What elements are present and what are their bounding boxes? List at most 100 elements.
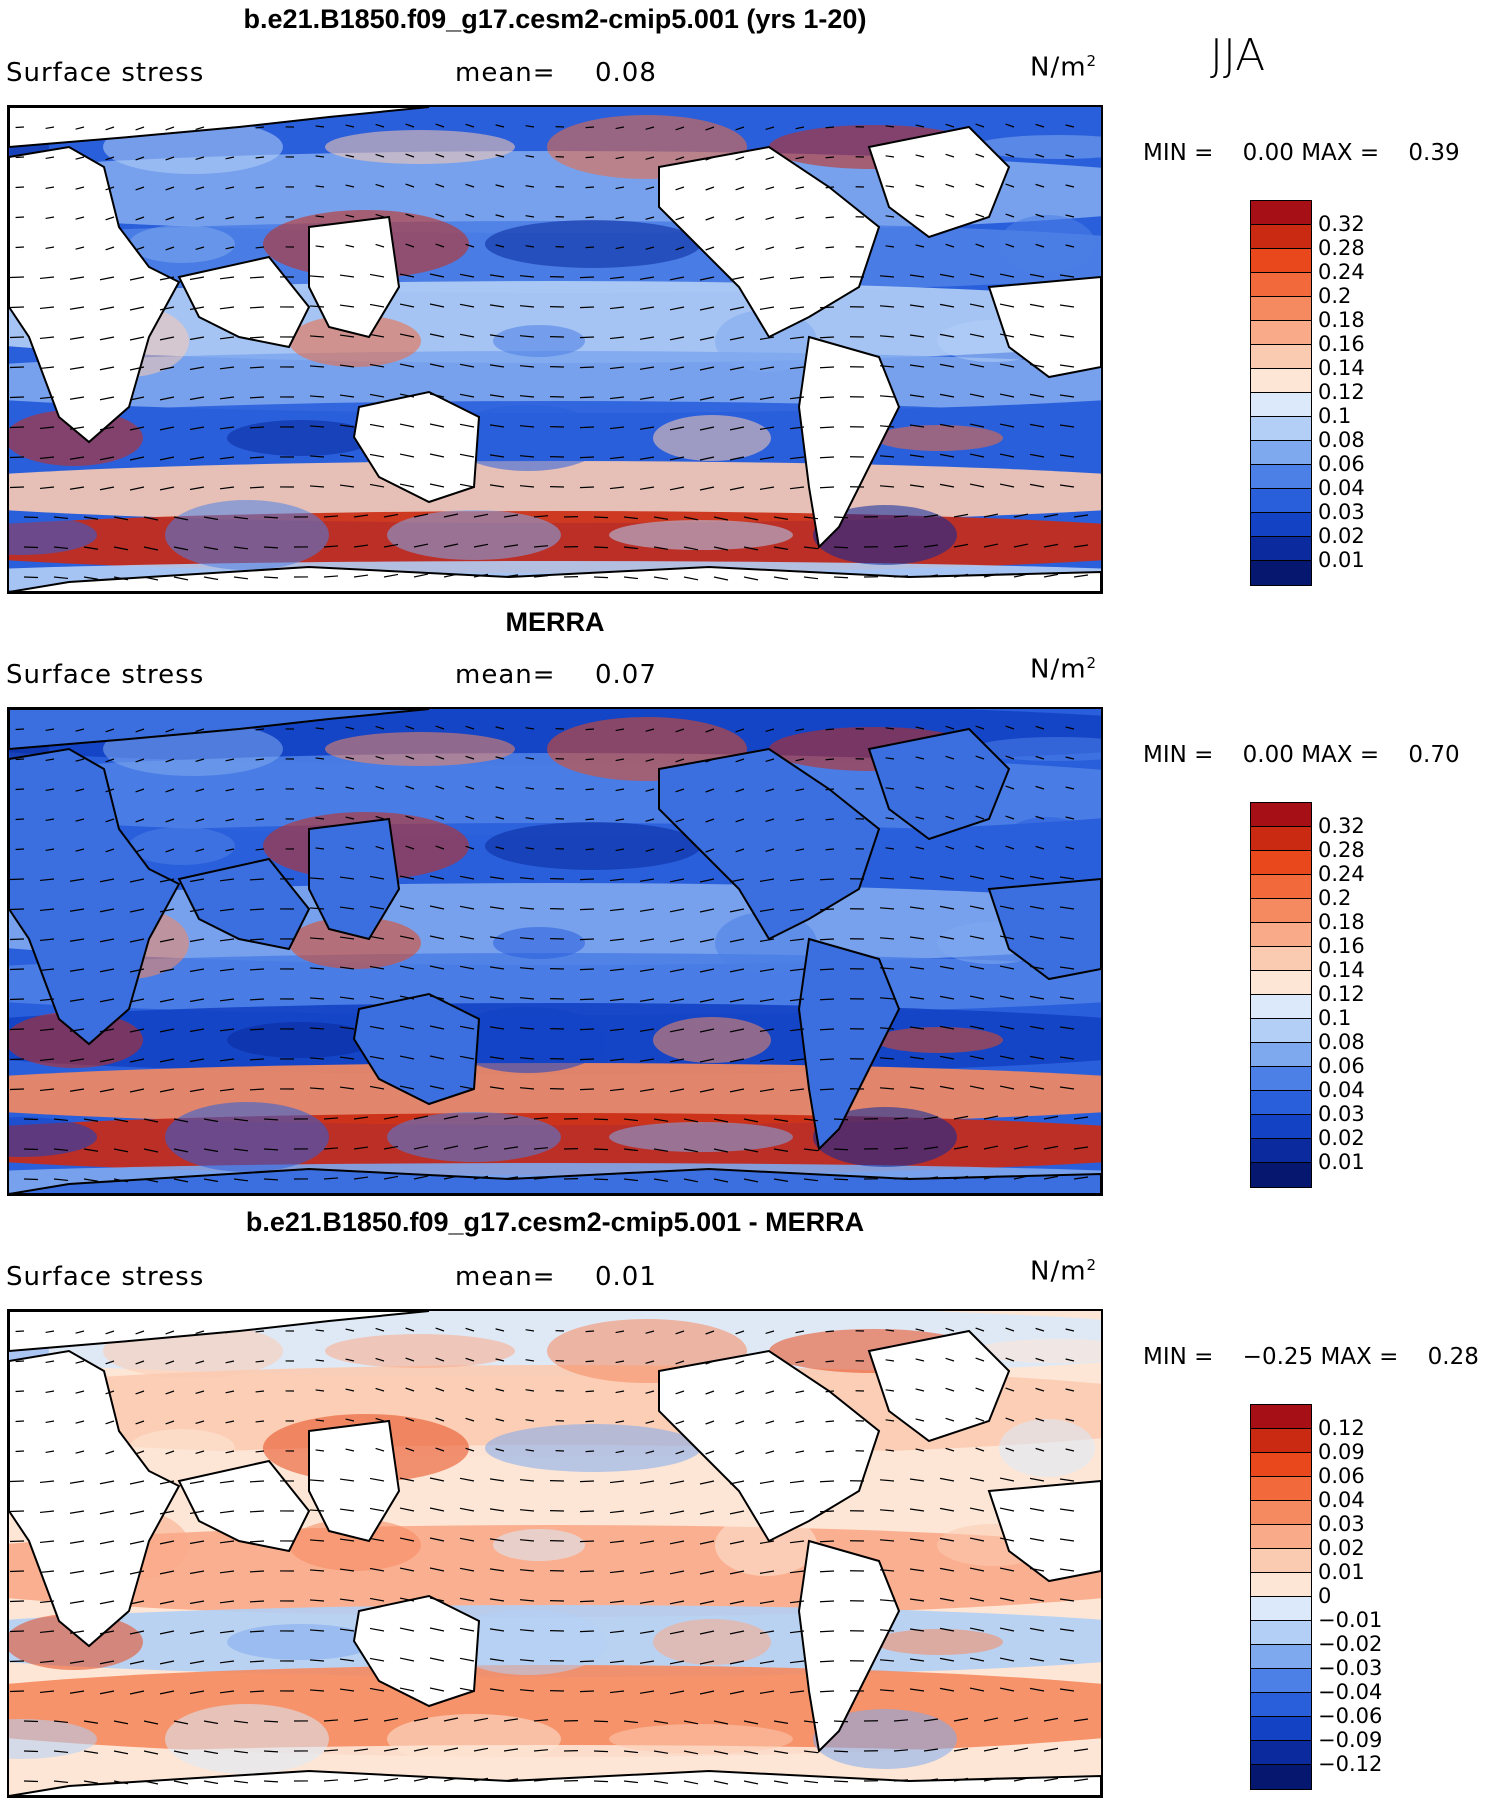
colorbar-swatch	[1251, 1163, 1311, 1187]
colorbar-tick-label: 0.24	[1318, 862, 1365, 886]
panel-2-mean-value: 0.07	[595, 660, 657, 690]
colorbar-tick-label: 0.04	[1318, 476, 1365, 500]
colorbar-swatch	[1251, 489, 1311, 513]
colorbar-swatch	[1251, 1139, 1311, 1163]
colorbar-tick-label: 0.01	[1318, 1560, 1365, 1584]
colorbar-tick-label: −0.09	[1318, 1728, 1383, 1752]
colorbar-swatch	[1251, 465, 1311, 489]
colorbar-tick-label: 0.18	[1318, 910, 1365, 934]
colorbar-swatch	[1251, 947, 1311, 971]
colorbar-swatch	[1251, 345, 1311, 369]
panel-2-mean-label: mean=	[455, 660, 556, 690]
panel-1-map	[7, 105, 1103, 594]
colorbar-tick-label: 0.01	[1318, 548, 1365, 572]
colorbar-tick-label: 0.03	[1318, 500, 1365, 524]
colorbar-tick-label: 0.16	[1318, 934, 1365, 958]
colorbar-swatch	[1251, 803, 1311, 827]
colorbar-swatch	[1251, 1501, 1311, 1525]
colorbar-swatch	[1251, 875, 1311, 899]
colorbar-swatch	[1251, 1405, 1311, 1429]
panel-3-map	[7, 1309, 1103, 1798]
colorbar-tick-label: 0.14	[1318, 356, 1365, 380]
panel-2-colorbar-labels: 0.32 0.28 0.24 0.2 0.18 0.16 0.14 0.12 0.1 0.08 0.…	[1318, 814, 1365, 1174]
colorbar-tick-label: 0.06	[1318, 1054, 1365, 1078]
colorbar-tick-label: 0.04	[1318, 1078, 1365, 1102]
colorbar-swatch	[1251, 1717, 1311, 1741]
colorbar-tick-label: 0.12	[1318, 982, 1365, 1006]
colorbar-swatch	[1251, 1741, 1311, 1765]
colorbar-swatch	[1251, 1115, 1311, 1139]
panel-3-mean-label: mean=	[455, 1262, 556, 1292]
panel-2-units: N/m2	[1030, 654, 1098, 685]
colorbar-swatch	[1251, 537, 1311, 561]
colorbar-tick-label: 0.2	[1318, 886, 1352, 910]
colorbar-tick-label: 0.04	[1318, 1488, 1365, 1512]
panel-1-colorbar-labels: 0.32 0.28 0.24 0.2 0.18 0.16 0.14 0.12 0.1 0.08 0.…	[1318, 212, 1365, 572]
colorbar-swatch	[1251, 369, 1311, 393]
panel-1-mean-label: mean=	[455, 58, 556, 88]
colorbar-swatch	[1251, 1669, 1311, 1693]
panel-2-variable: Surface stress	[6, 660, 205, 690]
colorbar-swatch	[1251, 273, 1311, 297]
colorbar-swatch	[1251, 1091, 1311, 1115]
colorbar-swatch	[1251, 225, 1311, 249]
colorbar-swatch	[1251, 851, 1311, 875]
colorbar-swatch	[1251, 201, 1311, 225]
colorbar-swatch	[1251, 393, 1311, 417]
panel-1-minmax: MIN = 0.00 MAX = 0.39	[1143, 140, 1460, 166]
colorbar-swatch	[1251, 1693, 1311, 1717]
colorbar-tick-label: 0.18	[1318, 308, 1365, 332]
colorbar-tick-label: 0.32	[1318, 212, 1365, 236]
colorbar-swatch	[1251, 1453, 1311, 1477]
colorbar-tick-label: 0.02	[1318, 1126, 1365, 1150]
colorbar-tick-label: 0.28	[1318, 838, 1365, 862]
colorbar-swatch	[1251, 441, 1311, 465]
colorbar-swatch	[1251, 1549, 1311, 1573]
colorbar-tick-label: 0	[1318, 1584, 1332, 1608]
colorbar-swatch	[1251, 1429, 1311, 1453]
panel-3-mean-value: 0.01	[595, 1262, 657, 1292]
colorbar-tick-label: 0.16	[1318, 332, 1365, 356]
colorbar-swatch	[1251, 995, 1311, 1019]
colorbar-tick-label: −0.01	[1318, 1608, 1383, 1632]
colorbar-tick-label: −0.02	[1318, 1632, 1383, 1656]
panel-2-title: MERRA	[505, 607, 605, 637]
panel-3-colorbar	[1250, 1404, 1312, 1790]
colorbar-swatch	[1251, 1019, 1311, 1043]
panel-1-title: b.e21.B1850.f09_g17.cesm2-cmip5.001 (yrs…	[243, 4, 867, 34]
colorbar-tick-label: 0.12	[1318, 380, 1365, 404]
colorbar-swatch	[1251, 1645, 1311, 1669]
colorbar-tick-label: 0.09	[1318, 1440, 1365, 1464]
colorbar-swatch	[1251, 1765, 1311, 1789]
colorbar-tick-label: −0.12	[1318, 1752, 1383, 1776]
colorbar-swatch	[1251, 1477, 1311, 1501]
season-label: JJA	[1210, 30, 1266, 81]
colorbar-tick-label: 0.06	[1318, 452, 1365, 476]
colorbar-tick-label: −0.03	[1318, 1656, 1383, 1680]
colorbar-tick-label: 0.12	[1318, 1416, 1365, 1440]
panel-3-title: b.e21.B1850.f09_g17.cesm2-cmip5.001 - ME…	[245, 1207, 865, 1237]
colorbar-tick-label: 0.14	[1318, 958, 1365, 982]
colorbar-tick-label: 0.08	[1318, 1030, 1365, 1054]
panel-2-map	[7, 707, 1103, 1196]
panel-1-variable: Surface stress	[6, 58, 205, 88]
colorbar-swatch	[1251, 1621, 1311, 1645]
panel-3-colorbar-labels: 0.12 0.09 0.06 0.04 0.03 0.02 0.01 0 −0.01 −0.02−…	[1318, 1416, 1382, 1776]
colorbar-tick-label: 0.01	[1318, 1150, 1365, 1174]
colorbar-swatch	[1251, 899, 1311, 923]
colorbar-swatch	[1251, 297, 1311, 321]
colorbar-tick-label: 0.24	[1318, 260, 1365, 284]
colorbar-tick-label: 0.08	[1318, 428, 1365, 452]
colorbar-swatch	[1251, 1043, 1311, 1067]
panel-1-units: N/m2	[1030, 52, 1098, 83]
colorbar-swatch	[1251, 971, 1311, 995]
colorbar-swatch	[1251, 321, 1311, 345]
colorbar-tick-label: 0.32	[1318, 814, 1365, 838]
colorbar-tick-label: 0.2	[1318, 284, 1352, 308]
colorbar-tick-label: 0.1	[1318, 1006, 1352, 1030]
colorbar-tick-label: −0.04	[1318, 1680, 1383, 1704]
colorbar-tick-label: 0.02	[1318, 524, 1365, 548]
colorbar-tick-label: 0.02	[1318, 1536, 1365, 1560]
panel-1-mean-value: 0.08	[595, 58, 657, 88]
colorbar-tick-label: 0.03	[1318, 1102, 1365, 1126]
